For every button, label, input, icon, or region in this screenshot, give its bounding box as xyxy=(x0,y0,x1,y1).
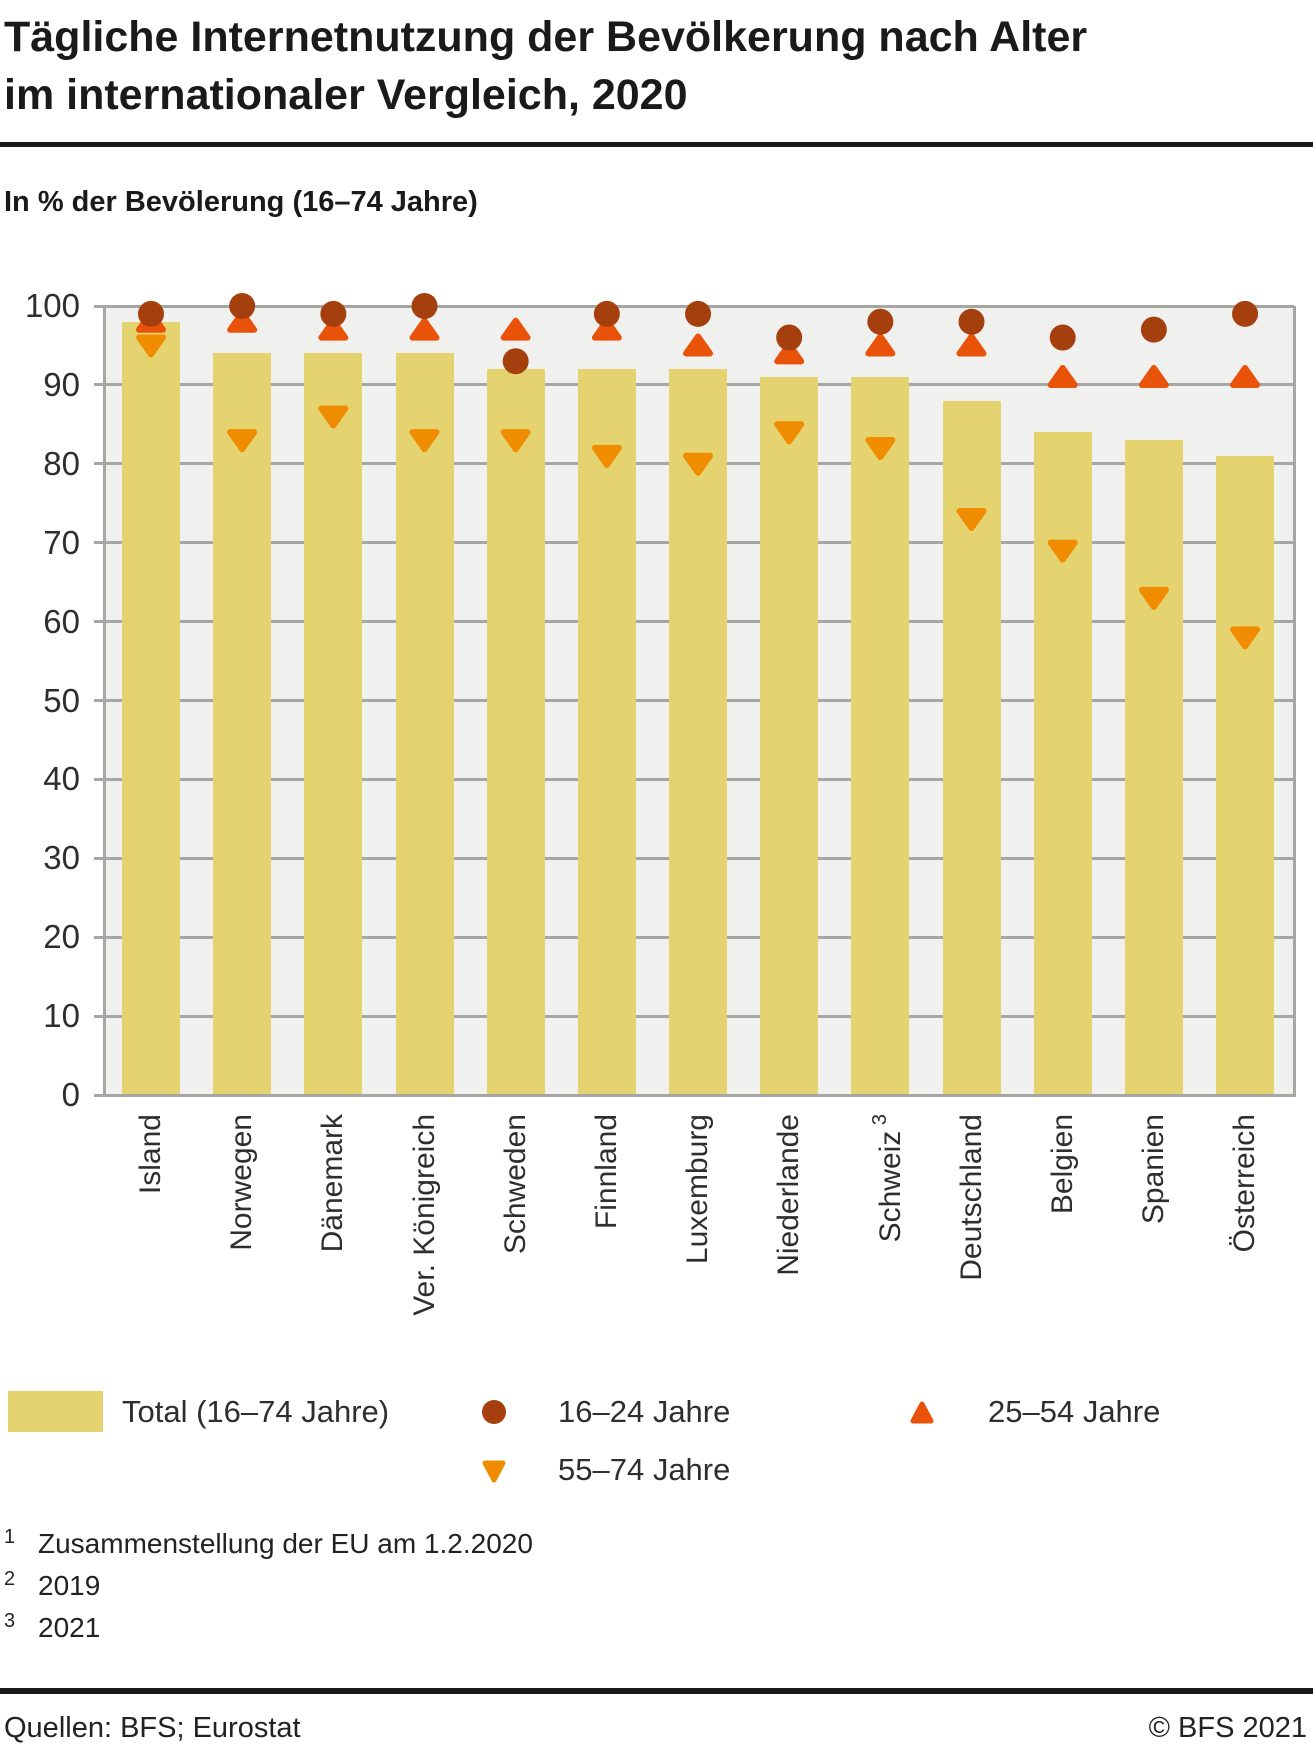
footnote-1: 1 Zusammenstellung der EU am 1.2.2020 xyxy=(4,1526,533,1560)
x-label-Belgien: Belgien xyxy=(1045,1114,1079,1215)
x-label-footnote-Schweiz: 3 xyxy=(869,1114,892,1131)
bar-Luxemburg xyxy=(669,369,728,1095)
page-title-line1: Tägliche Internetnutzung der Bevölkerung… xyxy=(4,13,1088,61)
x-label-Österreich: Österreich xyxy=(1228,1114,1262,1253)
page-title: Tägliche Internetnutzung der Bevölkerung… xyxy=(4,8,1304,124)
x-label-Schweden: Schweden xyxy=(498,1114,532,1255)
y-tick-20 xyxy=(94,935,106,939)
bar-Norwegen xyxy=(213,353,272,1095)
x-label-Luxemburg: Luxemburg xyxy=(681,1114,715,1265)
x-label-Finnland: Finnland xyxy=(589,1114,623,1230)
bar-Ver. Königreich xyxy=(395,353,454,1095)
footnote-3-text: 2021 xyxy=(38,1612,101,1643)
footnote-1-sup: 1 xyxy=(4,1526,16,1548)
bar-Deutschland xyxy=(942,400,1001,1095)
y-tick-label-0: 0 xyxy=(61,1076,80,1113)
x-label-Schweiz: Schweiz 3 xyxy=(869,1114,908,1243)
plot-right-line xyxy=(1293,306,1296,1097)
footnote-2-sup: 2 xyxy=(4,1568,16,1590)
x-label-Dänemark: Dänemark xyxy=(316,1114,350,1253)
x-label-Island: Island xyxy=(134,1114,167,1195)
x-label-Spanien: Spanien xyxy=(1136,1114,1170,1225)
y-tick-10 xyxy=(94,1014,106,1018)
page-title-line2: im internationaler Vergleich, 2020 xyxy=(4,71,688,119)
y-tick-60 xyxy=(94,620,106,624)
y-tick-40 xyxy=(94,777,106,781)
bar-Niederlande xyxy=(760,377,819,1095)
x-axis-line xyxy=(103,1093,1294,1097)
bar-Dänemark xyxy=(304,353,363,1095)
y-tick-label-20: 20 xyxy=(43,918,80,956)
bar-Spanien xyxy=(1124,440,1183,1095)
y-tick-label-10: 10 xyxy=(43,997,80,1035)
legend-label-55-74: 55–74 Jahre xyxy=(558,1452,731,1487)
y-tick-100 xyxy=(94,304,106,308)
y-tick-90 xyxy=(94,383,106,387)
footnote-3-sup: 3 xyxy=(4,1610,16,1632)
legend-triangle-up-icon xyxy=(910,1401,934,1424)
bar-Island xyxy=(122,321,180,1095)
legend-circle-icon xyxy=(482,1400,506,1424)
y-tick-label-40: 40 xyxy=(43,760,80,798)
y-tick-label-50: 50 xyxy=(43,681,80,719)
gridline-100 xyxy=(106,304,1294,308)
bar-Österreich xyxy=(1216,455,1275,1095)
title-divider xyxy=(0,142,1313,147)
bar-Schweiz xyxy=(851,377,910,1095)
x-label-Ver. Königreich: Ver. Königreich xyxy=(407,1114,441,1316)
y-tick-30 xyxy=(94,856,106,860)
y-tick-label-70: 70 xyxy=(43,523,80,561)
legend-label-total: Total (16–74 Jahre) xyxy=(122,1394,390,1429)
footnote-3: 3 2021 xyxy=(4,1610,101,1644)
footer-copyright: © BFS 2021 xyxy=(1148,1712,1307,1744)
y-tick-label-100: 100 xyxy=(24,287,80,324)
legend-label-16-24: 16–24 Jahre xyxy=(558,1394,731,1429)
x-label-Niederlande: Niederlande xyxy=(772,1114,806,1276)
legend-label-25-54: 25–54 Jahre xyxy=(988,1394,1161,1429)
x-label-Deutschland: Deutschland xyxy=(954,1114,988,1281)
y-tick-80 xyxy=(94,462,106,466)
footer-source: Quellen: BFS; Eurostat xyxy=(4,1712,301,1744)
footer-divider xyxy=(0,1688,1313,1694)
footnote-2-text: 2019 xyxy=(38,1570,101,1601)
bar-Finnland xyxy=(577,369,636,1095)
footnote-1-text: Zusammenstellung der EU am 1.2.2020 xyxy=(38,1528,533,1559)
y-tick-0 xyxy=(94,1093,106,1097)
y-tick-label-30: 30 xyxy=(43,839,80,877)
x-label-Norwegen: Norwegen xyxy=(225,1114,259,1251)
bar-Belgien xyxy=(1033,432,1092,1095)
y-tick-label-60: 60 xyxy=(43,602,80,640)
y-tick-50 xyxy=(94,699,106,702)
y-tick-label-80: 80 xyxy=(43,444,80,482)
legend-swatch-total xyxy=(8,1391,103,1432)
legend-triangle-down-icon xyxy=(482,1460,506,1483)
bar-Schweden xyxy=(486,369,545,1095)
footnote-2: 2 2019 xyxy=(4,1568,101,1602)
chart-subtitle: In % der Bevölerung (16–74 Jahre) xyxy=(4,186,478,218)
y-tick-70 xyxy=(94,541,106,545)
y-tick-label-90: 90 xyxy=(43,365,80,403)
y-axis-line xyxy=(103,306,106,1097)
